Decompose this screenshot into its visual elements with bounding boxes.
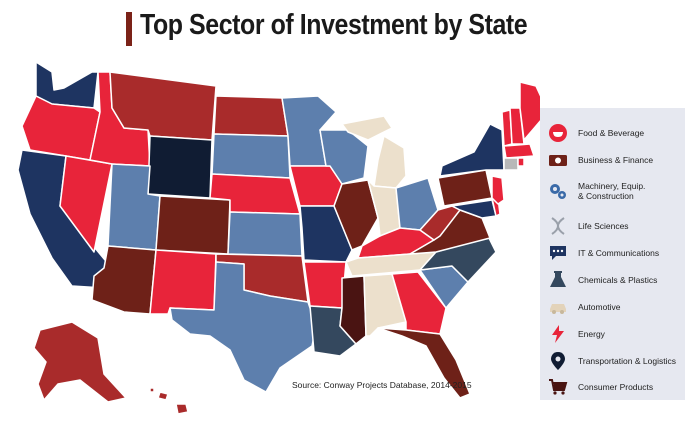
money-icon <box>549 155 567 166</box>
state-florida <box>377 327 471 399</box>
state-kansas <box>227 211 303 257</box>
map-title: Top Sector of Investment by State <box>140 9 528 41</box>
state-maine <box>519 81 540 141</box>
legend-label: Transportation & Logistics <box>578 356 676 366</box>
us-map <box>17 61 540 415</box>
legend-item-life-sciences: Life Sciences <box>544 213 684 239</box>
state-new-york <box>439 123 505 177</box>
state-new-jersey <box>491 175 505 205</box>
shopping-cart-icon <box>549 379 568 395</box>
legend-label: IT & Communications <box>578 248 660 258</box>
legend-item-it-communications: IT & Communications <box>544 240 684 266</box>
source-note: Source: Conway Projects Database, 2014-2… <box>292 380 472 390</box>
state-alaska <box>33 321 127 403</box>
state-maryland <box>451 199 497 219</box>
state-colorado <box>155 195 231 255</box>
state-connecticut <box>503 157 519 171</box>
legend-label: Life Sciences <box>578 221 629 231</box>
legend-label: Consumer Products <box>578 382 654 392</box>
legend-label: Automotive <box>578 302 621 312</box>
car-icon <box>550 304 566 314</box>
state-new-mexico <box>149 249 217 315</box>
legend-panel: Food & Beverage Business & Finance Machi… <box>540 108 685 400</box>
location-pin-icon <box>551 352 565 370</box>
legend-item-energy: Energy <box>544 321 684 347</box>
dna-icon <box>551 217 565 235</box>
legend-label: Food & Beverage <box>578 128 645 138</box>
legend-label: Chemicals & Plastics <box>578 275 658 285</box>
state-michigan-upper <box>341 115 393 141</box>
state-hawaii <box>175 403 189 415</box>
state-texas <box>169 261 317 393</box>
legend-item-transportation: Transportation & Logistics <box>544 348 684 374</box>
legend-label: Energy <box>578 329 605 339</box>
state-rhode-island <box>517 157 525 167</box>
state-arkansas <box>303 261 347 309</box>
state-north-dakota <box>213 95 289 137</box>
flask-icon <box>550 271 566 287</box>
legend-item-chemicals-plastics: Chemicals & Plastics <box>544 267 684 293</box>
legend-label: Business & Finance <box>578 155 654 165</box>
legend-item-automotive: Automotive <box>544 294 684 320</box>
bowl-icon <box>549 124 567 142</box>
gears-icon <box>550 184 566 199</box>
state-wyoming <box>147 135 213 199</box>
legend-item-machinery: Machinery, Equip. & Construction <box>544 174 684 208</box>
state-michigan-lower <box>373 135 407 189</box>
state-montana <box>109 71 217 141</box>
state-hawaii-islet <box>149 387 155 393</box>
legend-item-business-finance: Business & Finance <box>544 147 684 173</box>
state-hawaii-small <box>157 391 169 401</box>
title-accent-bar <box>126 12 132 46</box>
state-massachusetts <box>503 143 535 159</box>
lightning-icon <box>552 325 564 343</box>
legend-item-food-beverage: Food & Beverage <box>544 120 684 146</box>
legend-label: Machinery, Equip. & Construction <box>578 181 646 201</box>
state-south-dakota <box>211 133 291 179</box>
chat-bubble-icon <box>550 246 566 260</box>
legend-item-consumer-products: Consumer Products <box>544 374 684 400</box>
